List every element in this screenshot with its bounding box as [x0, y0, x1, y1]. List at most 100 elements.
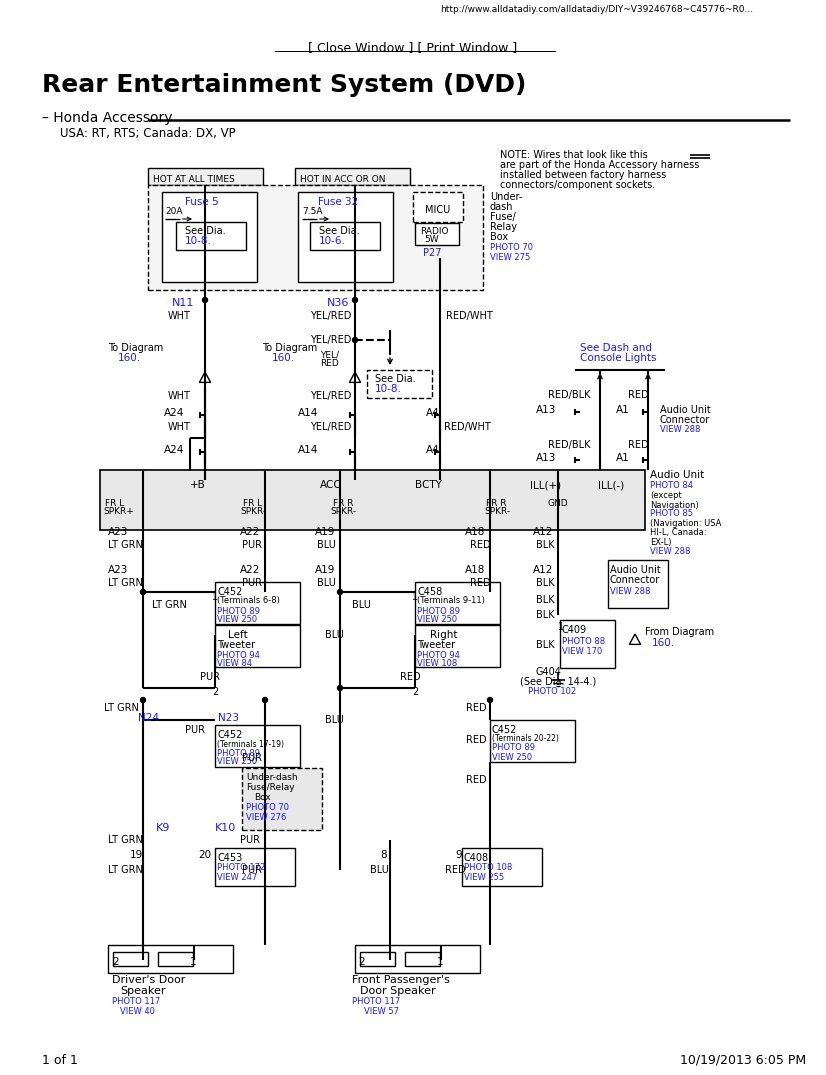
- Text: 1: 1: [412, 592, 418, 602]
- Text: FR R: FR R: [333, 499, 354, 507]
- Text: N36: N36: [327, 298, 349, 309]
- Text: K9: K9: [156, 823, 170, 833]
- Text: PHOTO 88: PHOTO 88: [562, 636, 605, 645]
- Text: Under-: Under-: [490, 192, 522, 202]
- Text: VIEW 57: VIEW 57: [364, 1007, 399, 1017]
- Text: C458: C458: [417, 587, 442, 597]
- Polygon shape: [199, 372, 211, 383]
- Text: FR L: FR L: [243, 499, 262, 507]
- Text: VIEW 275: VIEW 275: [490, 253, 530, 261]
- Text: Speaker: Speaker: [120, 986, 165, 997]
- Text: PHOTO 89: PHOTO 89: [217, 748, 260, 758]
- Text: 160.: 160.: [272, 353, 295, 363]
- Text: PHOTO 84: PHOTO 84: [650, 482, 693, 490]
- Text: WHT: WHT: [168, 311, 191, 321]
- Text: 160.: 160.: [652, 637, 675, 648]
- Text: Rear Entertainment System (DVD): Rear Entertainment System (DVD): [42, 73, 526, 97]
- Text: A22: A22: [240, 565, 260, 575]
- Text: A18: A18: [465, 565, 486, 575]
- Text: A1: A1: [616, 405, 629, 415]
- Text: BLU: BLU: [370, 865, 389, 875]
- Text: 1: 1: [437, 957, 444, 968]
- Text: LT GRN: LT GRN: [108, 540, 143, 550]
- Text: FR L: FR L: [105, 499, 124, 507]
- Text: BLK: BLK: [536, 578, 554, 588]
- Bar: [162, 192, 257, 282]
- Text: A13: A13: [536, 453, 557, 463]
- Text: PUR: PUR: [242, 540, 262, 550]
- Text: Driver's Door: Driver's Door: [112, 975, 185, 985]
- Text: 10-8.: 10-8.: [185, 236, 212, 246]
- Text: Fuse 32: Fuse 32: [318, 197, 358, 207]
- Text: are part of the Honda Accessory harness: are part of the Honda Accessory harness: [500, 160, 700, 170]
- Text: ILL(-): ILL(-): [598, 481, 624, 490]
- Text: N11: N11: [172, 298, 194, 309]
- Text: A23: A23: [108, 527, 128, 538]
- Text: 9: 9: [455, 850, 462, 860]
- Text: BLK: BLK: [536, 610, 554, 620]
- Circle shape: [140, 698, 145, 702]
- Bar: [113, 952, 148, 966]
- Text: N23: N23: [218, 713, 239, 723]
- Bar: [462, 848, 542, 886]
- Text: LT GRN: LT GRN: [104, 703, 139, 713]
- Text: ACC: ACC: [320, 481, 342, 490]
- Text: Right: Right: [430, 630, 458, 640]
- Text: Door Speaker: Door Speaker: [360, 986, 435, 997]
- Text: 1: 1: [558, 622, 564, 632]
- Text: SPKR+: SPKR+: [103, 507, 134, 516]
- Polygon shape: [349, 372, 361, 383]
- Text: See Dia.: See Dia.: [185, 226, 225, 236]
- Text: RED: RED: [320, 358, 339, 368]
- Text: 10-6.: 10-6.: [319, 236, 346, 246]
- Text: 1 of 1: 1 of 1: [42, 1054, 78, 1066]
- Bar: [360, 952, 395, 966]
- Text: RED: RED: [628, 390, 648, 400]
- Text: Tweeter: Tweeter: [217, 640, 255, 650]
- Text: VIEW 288: VIEW 288: [660, 426, 700, 434]
- Text: HI-L, Canada:: HI-L, Canada:: [650, 529, 706, 538]
- Bar: [608, 560, 668, 608]
- Text: 160.: 160.: [118, 353, 141, 363]
- Text: VIEW 108: VIEW 108: [417, 659, 458, 669]
- Text: USA: RT, RTS; Canada: DX, VP: USA: RT, RTS; Canada: DX, VP: [60, 127, 235, 140]
- Text: A24: A24: [164, 408, 184, 418]
- Text: Connector: Connector: [610, 575, 660, 585]
- Text: installed between factory harness: installed between factory harness: [500, 170, 667, 180]
- Text: RED: RED: [628, 440, 648, 450]
- Text: PUR: PUR: [240, 835, 260, 845]
- Text: VIEW 288: VIEW 288: [610, 588, 650, 597]
- Bar: [405, 952, 440, 966]
- Text: See Dia.: See Dia.: [319, 226, 359, 236]
- Bar: [490, 720, 575, 762]
- Text: 19: 19: [130, 850, 143, 860]
- Text: 2: 2: [358, 957, 364, 968]
- Text: YEL/RED: YEL/RED: [310, 422, 351, 432]
- Text: PHOTO 89: PHOTO 89: [217, 606, 260, 616]
- Text: VIEW 288: VIEW 288: [650, 547, 691, 557]
- Polygon shape: [629, 634, 641, 644]
- Text: +B: +B: [190, 481, 206, 490]
- Text: RED: RED: [466, 775, 487, 785]
- Text: BCTY: BCTY: [415, 481, 442, 490]
- Text: Left: Left: [228, 630, 248, 640]
- Text: VIEW 170: VIEW 170: [562, 646, 602, 656]
- Text: [ Close Window ] [ Print Window ]: [ Close Window ] [ Print Window ]: [308, 42, 518, 55]
- Text: RED/WHT: RED/WHT: [444, 422, 491, 432]
- Text: RED: RED: [466, 703, 487, 713]
- Text: C452: C452: [217, 730, 242, 740]
- Bar: [367, 370, 432, 398]
- Text: Navigation): Navigation): [650, 501, 699, 510]
- Text: EX-L): EX-L): [650, 538, 672, 546]
- Text: LT GRN: LT GRN: [108, 865, 143, 875]
- Text: A18: A18: [465, 527, 486, 538]
- Bar: [215, 848, 295, 886]
- Text: 2: 2: [112, 957, 119, 968]
- Text: 5W: 5W: [424, 234, 439, 244]
- Text: 2: 2: [212, 687, 218, 697]
- Text: Box: Box: [254, 793, 271, 803]
- Text: A19: A19: [315, 565, 335, 575]
- Text: 7.5A: 7.5A: [302, 206, 322, 215]
- Text: Tweeter: Tweeter: [417, 640, 455, 650]
- Text: MICU: MICU: [425, 205, 450, 215]
